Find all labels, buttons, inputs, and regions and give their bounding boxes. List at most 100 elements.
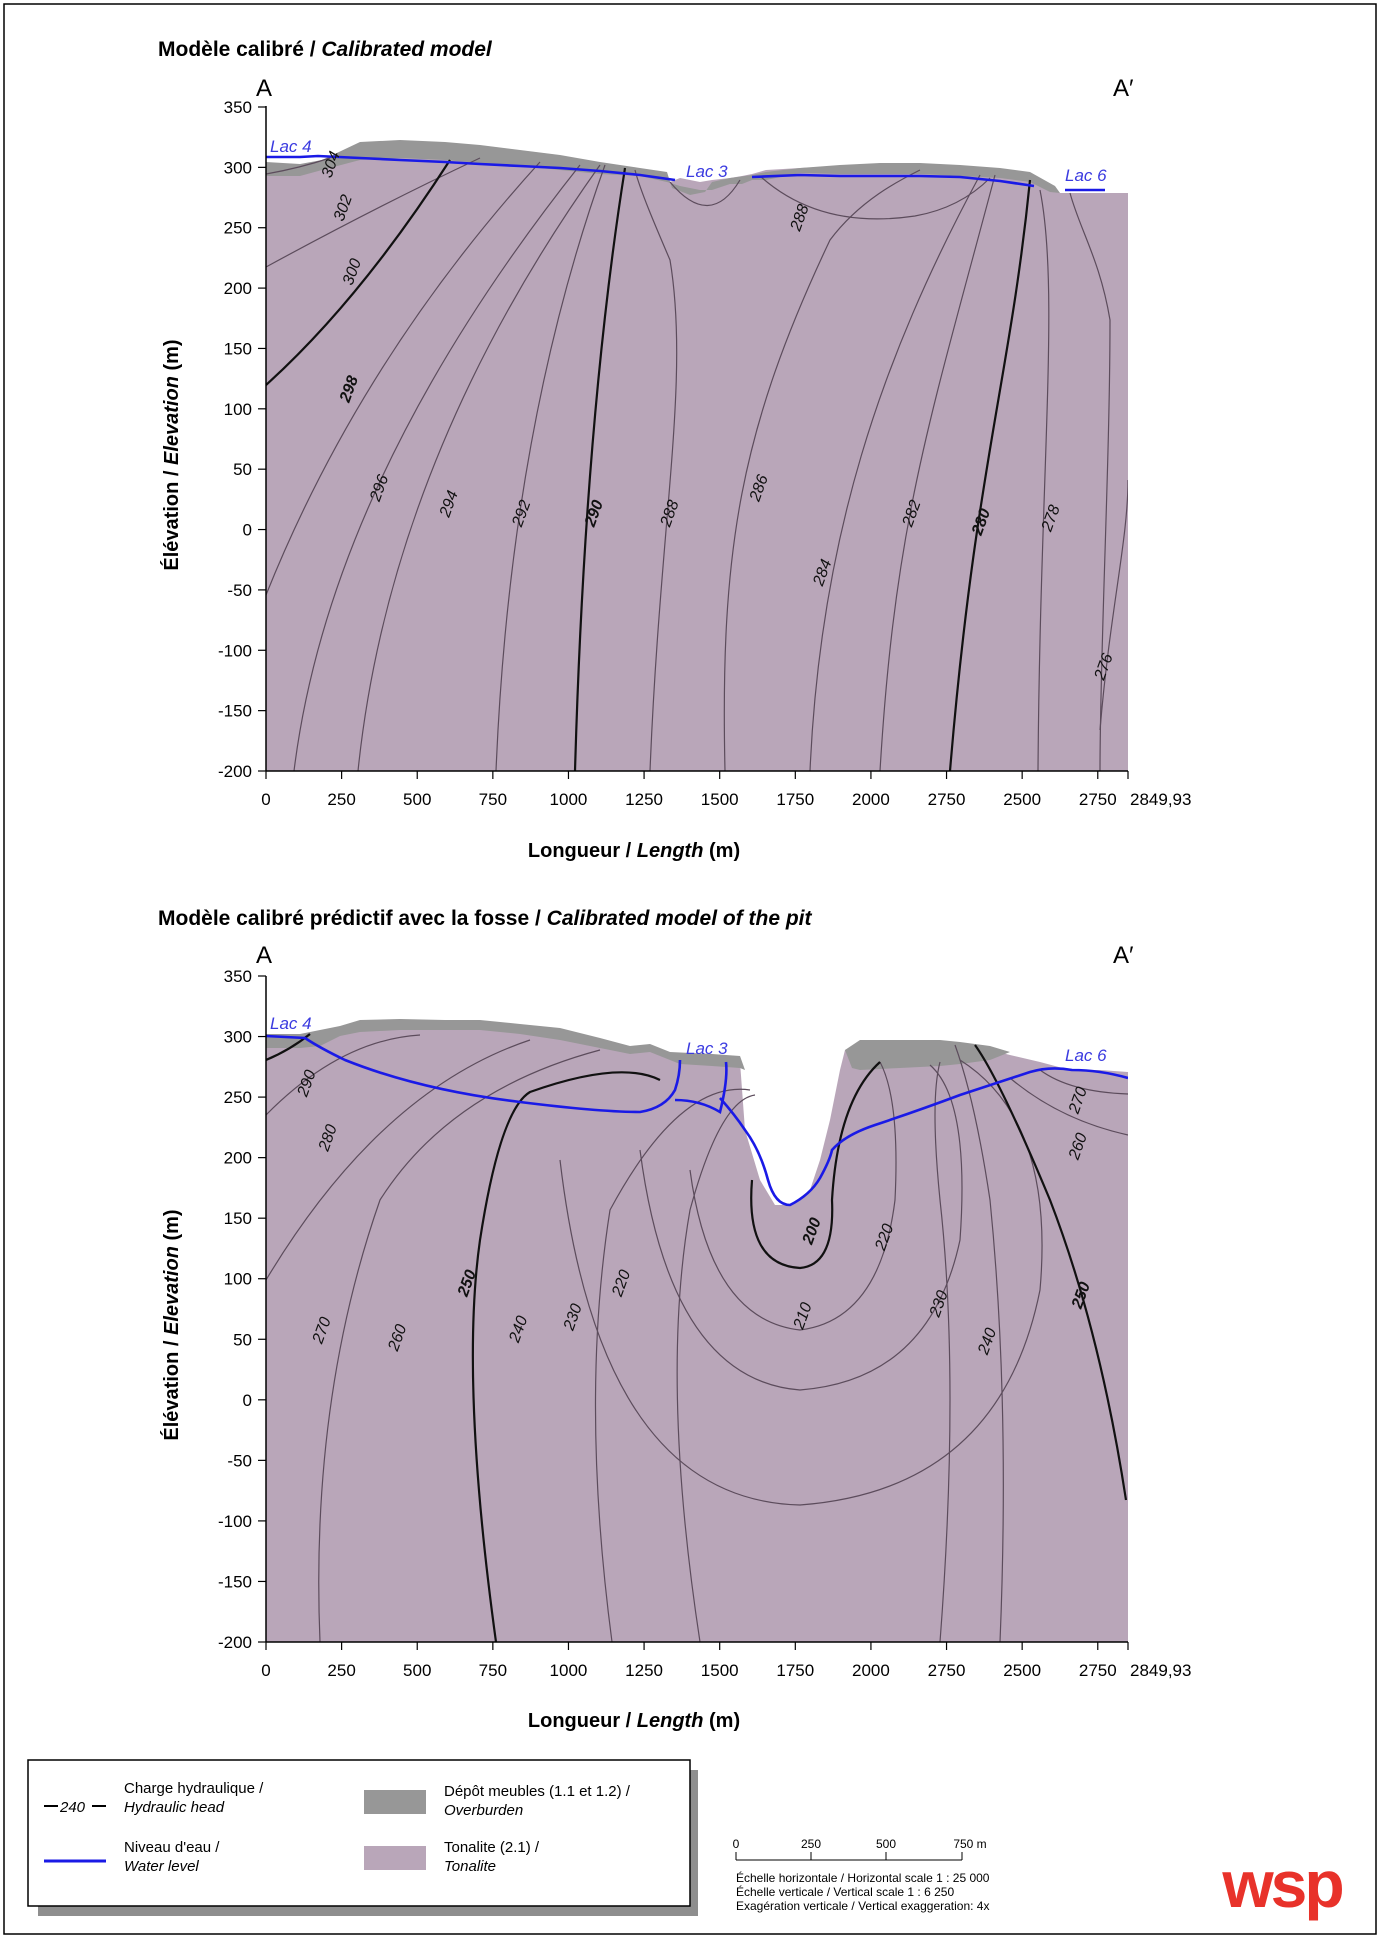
x-tick-label: 2750: [1079, 790, 1117, 809]
chart2-section-end: A′: [1113, 942, 1134, 969]
x-tick-label: 250: [327, 790, 355, 809]
chart1-plot-area: [266, 140, 1128, 771]
x-tick-label: 2500: [1003, 1661, 1041, 1680]
chart1-section-start: A: [256, 75, 272, 102]
chart-calibrated-model-pit: Modèle calibré prédictif avec la fosse /…: [158, 907, 1191, 1732]
scale-tick-label: 250: [801, 1837, 821, 1851]
chart2-contour-200: [689, 1061, 897, 1331]
y-tick-label: 0: [243, 521, 252, 540]
chart2-contour-230: [676, 1094, 756, 1642]
y-tick-label: 250: [224, 1088, 252, 1107]
x-tick-label: 500: [403, 1661, 431, 1680]
chart2-water-level: [266, 1034, 1128, 1207]
chart2-overburden-band: [266, 1019, 745, 1070]
chart2-x-axis-label: Longueur / Length (m): [528, 1710, 740, 1732]
chart1-contour-286: [723, 169, 921, 771]
chart2-y-ticks: 350 300 250 200 150 100 50 0 -50 -100 -150 -200: [218, 967, 266, 1652]
x-tick-label: 1250: [625, 1661, 663, 1680]
scale-tick-label: 500: [876, 1837, 896, 1851]
x-tick-label: 0: [261, 790, 270, 809]
chart1-xlabel-en: Length: [637, 840, 704, 862]
chart1-xlabel-fr: Longueur /: [528, 840, 637, 862]
wsp-logo-text: wsp: [1221, 1847, 1342, 1921]
chart2-contour-270: [266, 1039, 531, 1281]
y-tick-label: 200: [224, 1149, 252, 1168]
y-tick-label: -150: [218, 1572, 252, 1591]
chart2-tonalite-area: [266, 1020, 1128, 1642]
chart2-contour-240-right: [954, 1044, 1004, 1642]
chart1-lake-label: Lac 4: [270, 137, 312, 156]
chart1-contour-302: [266, 157, 481, 268]
chart2-pit-overburden: [845, 1040, 1010, 1070]
chart1-title: Modèle calibré / Calibrated model: [158, 38, 493, 61]
legend-tonalite: Tonalite (2.1) / Tonalite: [364, 1839, 540, 1875]
chart2-section-start: A: [256, 942, 272, 969]
chart1-xlabel-unit: (m): [703, 840, 740, 862]
y-tick-label: 350: [224, 967, 252, 986]
legend-head-en: Hydraulic head: [124, 1799, 225, 1816]
y-tick-label: 250: [224, 219, 252, 238]
x-tick-label: 2849,93: [1130, 790, 1191, 809]
chart1-contour-282: [879, 174, 996, 771]
chart2-lake-label: Lac 4: [270, 1014, 312, 1033]
scale-tick-label: 0: [733, 1837, 740, 1851]
chart2-title-en: Calibrated model of the pit: [547, 907, 813, 930]
x-tick-label: 1750: [776, 790, 814, 809]
chart1-overburden-band: [266, 140, 1060, 195]
chart2-title-fr: Modèle calibré prédictif avec la fosse /: [158, 907, 547, 930]
y-tick-label: 50: [233, 460, 252, 479]
x-tick-label: 250: [327, 1661, 355, 1680]
chart1-ylabel-fr: Élévation /: [160, 465, 183, 571]
x-tick-label: 2849,93: [1130, 1661, 1191, 1680]
chart1-contour-292: [495, 164, 606, 771]
chart1-title-fr: Modèle calibré /: [158, 38, 321, 61]
chart1-contour-288-bowl: [759, 175, 991, 220]
chart1-contour-284: [809, 174, 981, 771]
legend-overburden-swatch: [364, 1790, 426, 1814]
x-tick-label: 2750: [928, 790, 966, 809]
chart2-contour-230-right: [934, 1061, 951, 1642]
chart2-contour-210: [639, 1064, 963, 1391]
chart2-lake-labels: Lac 4 Lac 3 Lac 6: [270, 1014, 1107, 1065]
chart1-contour-298: [266, 161, 541, 596]
y-tick-label: 150: [224, 1209, 252, 1228]
x-tick-label: 1000: [550, 1661, 588, 1680]
x-tick-label: 1750: [776, 1661, 814, 1680]
scale-vertical: Échelle verticale / Vertical scale 1 : 6…: [736, 1884, 954, 1899]
legend-tonalite-fr: Tonalite (2.1) /: [444, 1839, 540, 1856]
chart2-ylabel-fr: Élévation /: [160, 1335, 183, 1441]
chart1-tonalite-area: [266, 143, 1128, 771]
chart2-xlabel-fr: Longueur /: [528, 1710, 637, 1732]
x-tick-label: 1250: [625, 790, 663, 809]
chart2-contour-200: [750, 1061, 881, 1270]
y-tick-label: -200: [218, 762, 252, 781]
chart2-contour-290: [266, 1033, 311, 1062]
wsp-logo: wsp: [1221, 1847, 1345, 1921]
scale-tick-label: 750 m: [953, 1837, 986, 1851]
x-tick-label: 2750: [928, 1661, 966, 1680]
legend-hydraulic-head: 240 Charge hydraulique / Hydraulic head: [44, 1780, 264, 1816]
x-tick-label: 0: [261, 1661, 270, 1680]
chart2-contour-260: [318, 1049, 601, 1642]
chart2-x-ticks: 0 250 500 750 1000 1250 1500 1750 2000 2750 2500 27…: [261, 1642, 1191, 1680]
chart1-ylabel-unit: (m): [161, 339, 183, 376]
chart1-contour-288-upper: [669, 179, 741, 206]
y-tick-label: 300: [224, 1028, 252, 1047]
chart2-contour-270-right: [1039, 1069, 1128, 1095]
legend-tonalite-en: Tonalite: [444, 1858, 496, 1875]
chart1-contour-276: [1099, 479, 1128, 731]
legend-head-fr: Charge hydraulique /: [124, 1780, 264, 1797]
chart1-contour-294: [357, 164, 601, 771]
scale-horizontal: Échelle horizontale / Horizontal scale 1…: [736, 1870, 990, 1885]
x-tick-label: 750: [479, 790, 507, 809]
chart2-contour-220: [559, 1059, 1043, 1506]
legend-water-fr: Niveau d'eau /: [124, 1839, 220, 1856]
chart1-y-ticks: 350 300 250 200 150 100 50 0 -50 -100 -150 -200: [218, 98, 266, 781]
chart1-section-end: A′: [1113, 75, 1134, 102]
chart1-contour-280: [948, 179, 1032, 771]
chart2-plot-area: [266, 1019, 1128, 1642]
chart1-lake-label: Lac 6: [1065, 166, 1107, 185]
